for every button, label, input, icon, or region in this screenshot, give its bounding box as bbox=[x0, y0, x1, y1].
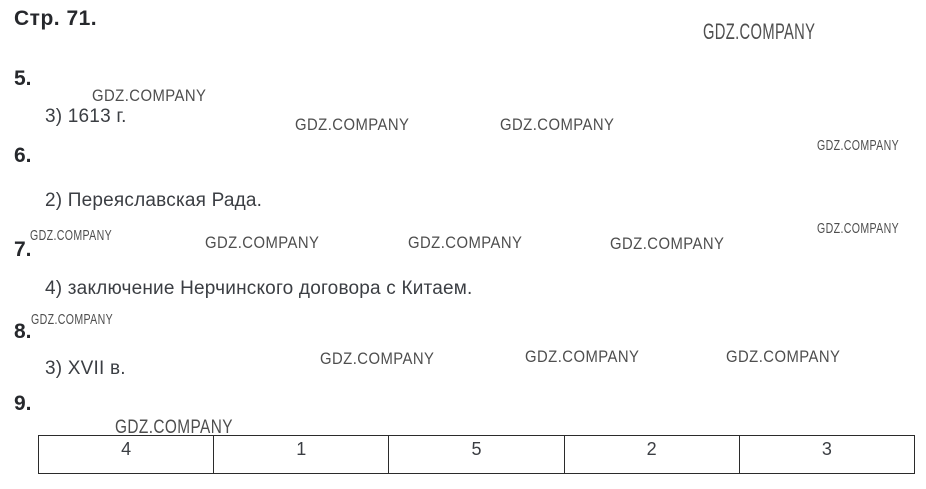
item-number-9: 9. bbox=[14, 392, 32, 415]
item-number-6: 6. bbox=[14, 144, 32, 167]
watermark: GDZ.COMPANY bbox=[92, 87, 207, 105]
watermark: GDZ.COMPANY bbox=[610, 235, 725, 253]
watermark: GDZ.COMPANY bbox=[500, 116, 615, 134]
item-number-7: 7. bbox=[14, 238, 32, 261]
watermark: GDZ.COMPANY bbox=[817, 221, 900, 237]
watermark: GDZ.COMPANY bbox=[525, 348, 640, 366]
page-title: Стр. 71. bbox=[14, 7, 98, 30]
watermark: GDZ.COMPANY bbox=[30, 228, 113, 244]
watermark: GDZ.COMPANY bbox=[817, 138, 900, 154]
watermark: GDZ.COMPANY bbox=[115, 417, 233, 438]
watermark: GDZ.COMPANY bbox=[31, 312, 114, 328]
item-number-8: 8. bbox=[14, 320, 32, 343]
table-cell: 3 bbox=[738, 435, 916, 474]
item-answer-5: 3) 1613 г. bbox=[45, 106, 127, 127]
watermark: GDZ.COMPANY bbox=[320, 350, 435, 368]
watermark: GDZ.COMPANY bbox=[726, 348, 841, 366]
item-number-5: 5. bbox=[14, 67, 32, 90]
watermark: GDZ.COMPANY bbox=[205, 234, 320, 252]
item-answer-6: 2) Переяславская Рада. bbox=[45, 190, 263, 211]
table-cell: 1 bbox=[213, 435, 390, 474]
item-answer-7: 4) заключение Нерчинского договора с Кит… bbox=[45, 278, 473, 299]
watermark: GDZ.COMPANY bbox=[295, 116, 410, 134]
watermark: GDZ.COMPANY bbox=[703, 19, 816, 44]
item-answer-8: 3) XVII в. bbox=[45, 358, 126, 379]
watermark: GDZ.COMPANY bbox=[408, 234, 523, 252]
table-cell: 4 bbox=[37, 435, 215, 474]
table-cell: 2 bbox=[563, 435, 740, 474]
answer-table: 4 1 5 2 3 bbox=[37, 435, 916, 474]
table-cell: 5 bbox=[388, 435, 565, 474]
table-row: 4 1 5 2 3 bbox=[37, 435, 916, 474]
